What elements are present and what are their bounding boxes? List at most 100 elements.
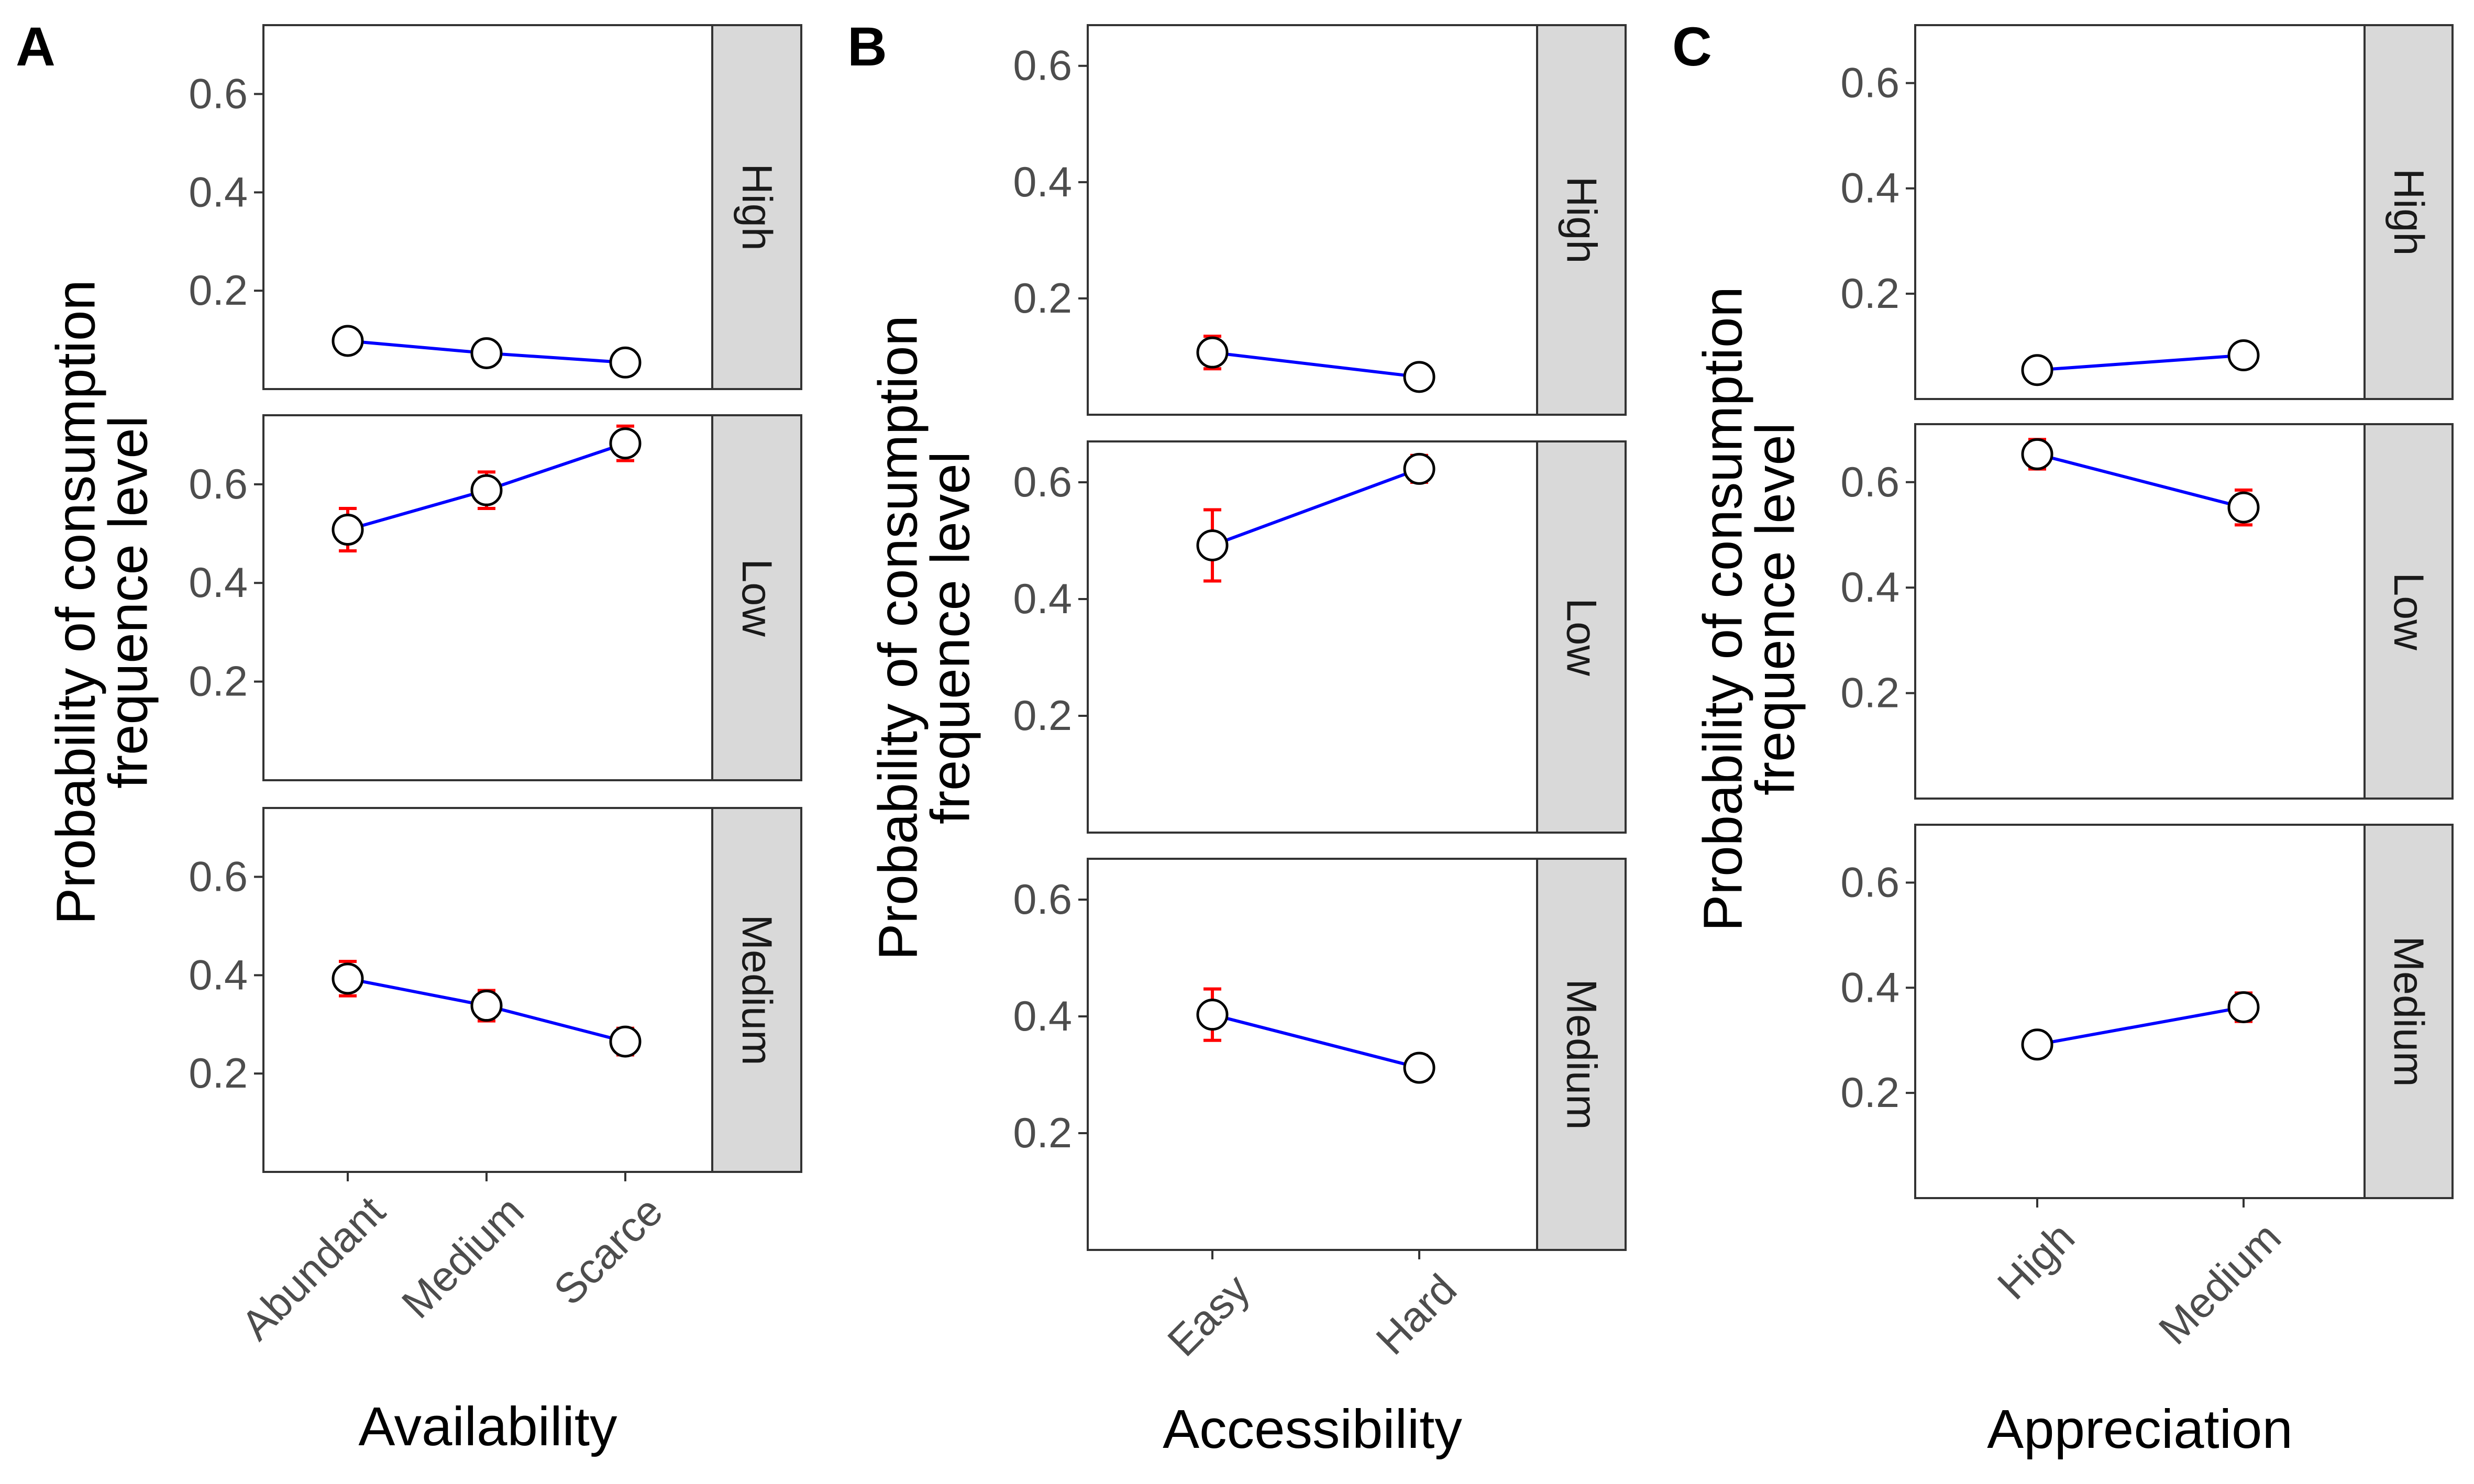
facet-strip-label: High: [733, 163, 780, 251]
y-tick-label: 0.4: [1840, 165, 1899, 212]
facet-low: Low 0.2 0.4 0.6: [189, 414, 802, 781]
facet-strip-label: High: [1558, 176, 1605, 264]
facet-strip-label: Medium: [2385, 936, 2432, 1087]
facet-medium: Medium 0.2 0.4 0.6: [1840, 824, 2454, 1199]
panel-b: B High 0.2 0.4 0.6 Low 0.2 0.4 0.6 Medium 0.2 0.4 0.…: [847, 16, 1627, 1460]
y-tick-label: 0.4: [189, 169, 248, 216]
data-point: [609, 427, 642, 460]
y-tick-label: 0.2: [1840, 270, 1899, 317]
y-tick-label: 0.6: [189, 853, 248, 900]
y-tick-label: 0.4: [189, 951, 248, 999]
plot-area: [262, 24, 713, 390]
facet-strip-label: High: [2385, 169, 2432, 256]
data-point: [609, 1025, 642, 1058]
facet-strip: [1536, 858, 1627, 1251]
y-axis-title: frequence level: [98, 416, 159, 789]
x-tick-label: High: [1989, 1214, 2083, 1309]
x-tick-label: Medium: [393, 1188, 533, 1327]
series-line: [1212, 351, 1420, 379]
y-tick-label: 0.2: [189, 658, 248, 705]
y-tick-label: 0.6: [189, 70, 248, 117]
x-tick-label: Hard: [1367, 1266, 1466, 1364]
x-tick-label: Medium: [2150, 1214, 2290, 1354]
panel-label: A: [16, 16, 56, 77]
y-tick-label: 0.6: [1013, 876, 1072, 923]
y-tick-label: 0.4: [1840, 564, 1899, 611]
y-tick-label: 0.4: [1013, 159, 1072, 206]
y-axis-title: Probability of consumption: [46, 280, 107, 925]
y-tick-label: 0.2: [1013, 1110, 1072, 1157]
series-line: [2037, 1005, 2244, 1046]
plot-area: [1087, 24, 1538, 416]
panel-label: B: [847, 16, 887, 77]
y-tick-label: 0.4: [1013, 575, 1072, 623]
data-point: [332, 325, 364, 357]
y-tick-label: 0.4: [1013, 993, 1072, 1040]
data-point: [2227, 339, 2260, 372]
data-point: [1196, 336, 1229, 369]
facet-strip-label: Low: [1558, 598, 1605, 676]
plot-area: [1914, 423, 2366, 800]
facet-strip-label: Medium: [733, 914, 780, 1065]
facet-strip: [2363, 824, 2454, 1199]
facet-low: Low 0.2 0.4 0.6: [1840, 423, 2454, 800]
data-point: [1196, 999, 1229, 1031]
series-line: [2037, 452, 2244, 510]
facet-high: High 0.2 0.4 0.6: [189, 24, 802, 390]
y-tick-label: 0.6: [1840, 60, 1899, 107]
facet-high: High 0.2 0.4 0.6: [1840, 24, 2454, 400]
y-tick-label: 0.4: [1840, 964, 1899, 1011]
y-tick-label: 0.6: [1013, 42, 1072, 90]
data-point: [1403, 452, 1435, 485]
y-tick-label: 0.6: [189, 461, 248, 508]
y-tick-label: 0.6: [1840, 859, 1899, 906]
data-point: [332, 962, 364, 995]
data-point: [2227, 991, 2260, 1023]
x-tick-label: Abundant: [233, 1188, 394, 1349]
facet-strip: [1536, 440, 1627, 834]
facet-strip: [2363, 423, 2454, 800]
plot-area: [1087, 858, 1538, 1251]
data-point: [2227, 491, 2260, 524]
facet-strip: [2363, 24, 2454, 400]
panel-c: C High 0.2 0.4 0.6 Low 0.2 0.4 0.6 Medium 0.2 0.4 0.…: [1672, 16, 2454, 1460]
x-axis-title: Accessibility: [1163, 1399, 1462, 1460]
x-axis-title: Availability: [358, 1396, 617, 1457]
plot-area: [1914, 824, 2366, 1199]
x-axis-title: Appreciation: [1987, 1399, 2293, 1460]
y-tick-label: 0.2: [1840, 670, 1899, 717]
data-point: [470, 474, 503, 506]
y-axis-title: Probability of consumption: [868, 315, 929, 960]
facet-strip-label: Medium: [1558, 979, 1605, 1129]
y-axis-title: frequence level: [1745, 423, 1806, 795]
plot-area: [1087, 440, 1538, 834]
plot-area: [262, 414, 713, 781]
facet-strip-label: Low: [733, 559, 780, 637]
data-point: [1196, 529, 1229, 561]
panel-a: A High 0.2 0.4 0.6 Low 0.2 0.4 0.6 Medium 0.2 0.4 0.…: [16, 16, 802, 1457]
facet-strip-label: Low: [2385, 572, 2432, 650]
facet-high: High 0.2 0.4 0.6: [1013, 24, 1627, 416]
plot-area: [1914, 24, 2366, 400]
y-tick-label: 0.6: [1013, 459, 1072, 506]
y-tick-label: 0.2: [189, 267, 248, 314]
y-tick-label: 0.2: [1013, 275, 1072, 322]
data-point: [609, 346, 642, 379]
data-point: [1403, 1051, 1435, 1084]
facet-strip: [711, 807, 802, 1173]
y-axis-title: frequence level: [920, 451, 981, 824]
data-point: [470, 337, 503, 369]
facet-strip: [711, 414, 802, 781]
series-line: [1211, 467, 1420, 547]
data-point: [2021, 438, 2053, 470]
facet-strip: [711, 24, 802, 390]
x-tick-label: Easy: [1159, 1265, 1259, 1365]
y-tick-label: 0.6: [1840, 459, 1899, 506]
facet-strip: [1536, 24, 1627, 416]
facet-medium: Medium 0.2 0.4 0.6: [1013, 858, 1627, 1251]
y-tick-label: 0.2: [1840, 1069, 1899, 1116]
y-tick-label: 0.2: [189, 1050, 248, 1097]
data-point: [332, 514, 364, 546]
series-line: [2037, 353, 2244, 372]
